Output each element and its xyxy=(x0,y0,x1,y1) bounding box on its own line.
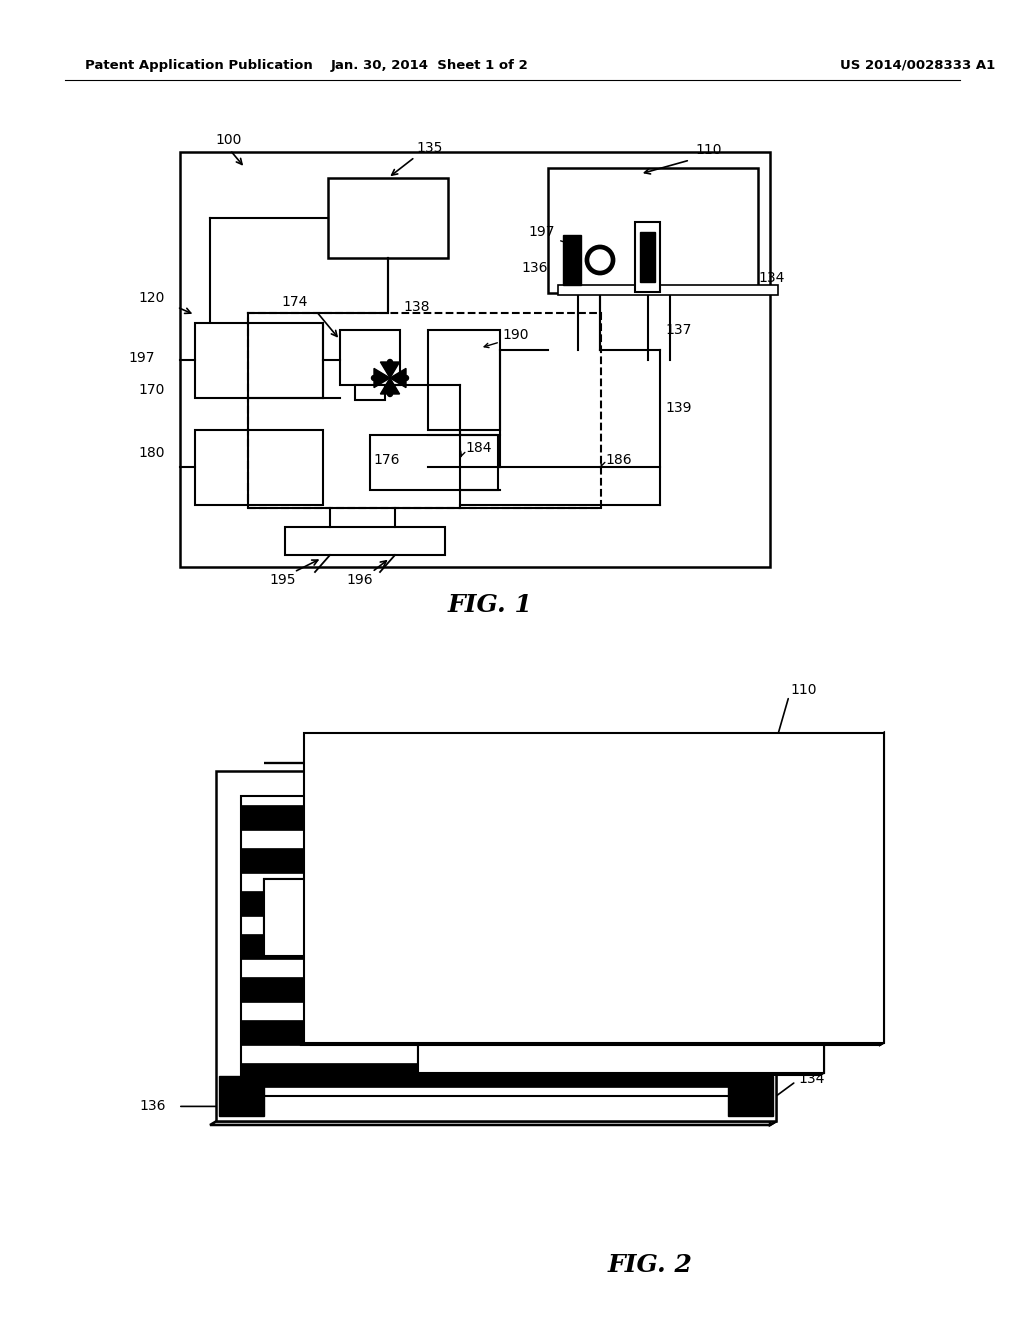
Circle shape xyxy=(387,392,392,396)
Polygon shape xyxy=(241,805,751,830)
Circle shape xyxy=(403,375,409,380)
Text: 176: 176 xyxy=(373,453,399,467)
Circle shape xyxy=(372,375,377,380)
Text: US 2014/0028333 A1: US 2014/0028333 A1 xyxy=(840,58,995,71)
Polygon shape xyxy=(216,771,776,1122)
Polygon shape xyxy=(728,1076,773,1117)
Polygon shape xyxy=(304,733,884,1043)
Text: 197: 197 xyxy=(528,224,555,239)
Polygon shape xyxy=(300,1043,884,1045)
Text: Patent Application Publication: Patent Application Publication xyxy=(85,58,312,71)
Text: 100: 100 xyxy=(215,133,242,147)
Text: Jan. 30, 2014  Sheet 1 of 2: Jan. 30, 2014 Sheet 1 of 2 xyxy=(331,58,528,71)
Bar xyxy=(248,313,601,508)
Text: 138: 138 xyxy=(403,300,429,314)
Text: FIG. 2: FIG. 2 xyxy=(607,1253,692,1276)
Polygon shape xyxy=(880,733,884,1045)
Polygon shape xyxy=(414,1073,824,1074)
Text: 136: 136 xyxy=(521,261,548,275)
Polygon shape xyxy=(390,368,406,388)
Text: 110: 110 xyxy=(695,143,722,157)
Text: 137: 137 xyxy=(665,323,691,337)
Polygon shape xyxy=(241,849,751,873)
Polygon shape xyxy=(374,368,390,388)
Polygon shape xyxy=(241,1063,751,1088)
Bar xyxy=(180,152,770,568)
Polygon shape xyxy=(241,935,751,958)
FancyArrowPatch shape xyxy=(672,271,748,289)
Polygon shape xyxy=(219,1076,264,1117)
Bar xyxy=(195,430,323,506)
Bar xyxy=(340,330,400,385)
Bar xyxy=(563,235,581,285)
Text: 180: 180 xyxy=(138,446,165,459)
Bar xyxy=(640,232,655,282)
Circle shape xyxy=(387,359,392,364)
Bar xyxy=(370,436,498,490)
Text: 139: 139 xyxy=(665,401,691,414)
Text: 196: 196 xyxy=(347,573,374,587)
Text: 197: 197 xyxy=(128,351,155,366)
Bar xyxy=(328,178,449,257)
Text: 134: 134 xyxy=(758,271,784,285)
Circle shape xyxy=(590,249,610,271)
Polygon shape xyxy=(241,891,751,916)
Text: 174: 174 xyxy=(282,294,308,309)
Polygon shape xyxy=(210,1122,776,1125)
Text: 184: 184 xyxy=(465,441,492,455)
Polygon shape xyxy=(380,378,399,393)
Bar xyxy=(195,323,323,399)
Text: 135: 135 xyxy=(417,141,443,154)
Bar xyxy=(548,168,758,293)
Polygon shape xyxy=(241,796,751,1097)
Text: 110: 110 xyxy=(790,682,816,697)
Polygon shape xyxy=(770,771,776,1125)
Text: 140: 140 xyxy=(831,927,858,941)
Bar xyxy=(635,222,660,292)
Polygon shape xyxy=(820,763,824,1074)
Bar xyxy=(285,527,445,554)
Text: 190: 190 xyxy=(502,327,528,342)
Bar xyxy=(355,385,385,400)
Text: 136: 136 xyxy=(139,1100,166,1113)
Bar xyxy=(428,330,500,430)
Polygon shape xyxy=(264,763,824,1073)
Text: 170: 170 xyxy=(138,383,165,397)
Text: 195: 195 xyxy=(269,573,296,587)
Text: FIG. 1: FIG. 1 xyxy=(447,593,532,616)
Text: 186: 186 xyxy=(605,453,632,467)
Text: 120: 120 xyxy=(734,974,761,987)
Text: 130: 130 xyxy=(709,960,735,973)
FancyArrowPatch shape xyxy=(609,314,658,335)
Text: 150: 150 xyxy=(803,989,829,1002)
Polygon shape xyxy=(241,1019,751,1044)
Bar xyxy=(558,285,778,294)
Circle shape xyxy=(587,247,613,273)
Polygon shape xyxy=(264,763,824,1073)
Polygon shape xyxy=(241,977,751,1002)
Text: 120: 120 xyxy=(138,290,165,305)
Polygon shape xyxy=(380,362,399,378)
Text: 134: 134 xyxy=(798,1072,824,1086)
